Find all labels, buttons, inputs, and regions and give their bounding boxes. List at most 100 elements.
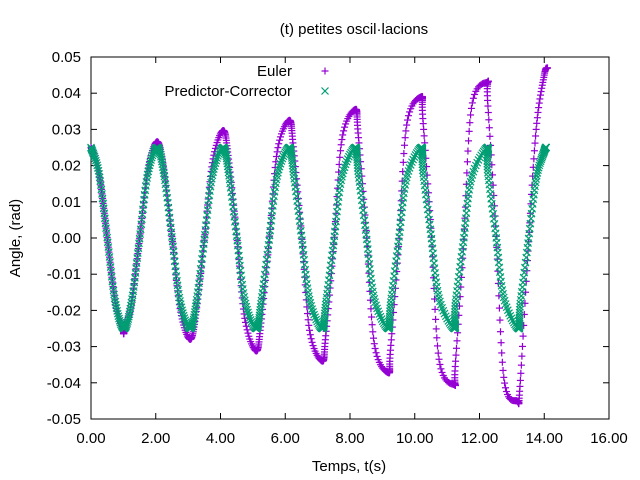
data-point xyxy=(273,148,281,156)
data-point xyxy=(243,326,251,334)
data-point xyxy=(276,159,285,168)
data-point xyxy=(176,300,185,309)
data-point xyxy=(531,139,539,147)
data-point xyxy=(543,64,551,72)
data-point xyxy=(532,132,540,140)
data-point xyxy=(368,313,376,321)
data-point xyxy=(368,321,376,329)
x-tick-label: 0.00 xyxy=(76,430,105,447)
data-point xyxy=(178,309,187,317)
data-point xyxy=(501,379,509,387)
data-point xyxy=(466,119,474,127)
x-tick-label: 10.00 xyxy=(396,430,434,447)
data-point xyxy=(497,328,505,336)
data-point xyxy=(467,111,475,119)
x-tick-label: 2.00 xyxy=(141,430,170,447)
data-point xyxy=(399,158,407,166)
data-point xyxy=(418,166,427,175)
data-point xyxy=(337,141,345,149)
y-tick-label: -0.05 xyxy=(47,411,81,428)
data-point xyxy=(94,166,103,175)
data-point xyxy=(91,156,100,165)
data-point xyxy=(289,164,297,173)
data-point xyxy=(519,332,527,340)
data-point xyxy=(305,321,313,329)
data-point xyxy=(535,99,543,107)
x-axis-ticks: 0.00 2.00 4.00 6.00 8.00 10.00 12.00 14.00 16.00 xyxy=(76,57,628,447)
data-point xyxy=(468,99,476,107)
data-point xyxy=(452,344,460,352)
data-point xyxy=(471,90,479,98)
data-point xyxy=(406,108,414,116)
data-point xyxy=(309,307,317,316)
legend-label: Predictor-Corrector xyxy=(164,83,292,100)
data-point xyxy=(386,304,395,313)
y-tick-label: 0.04 xyxy=(52,85,81,102)
data-point xyxy=(485,124,493,132)
data-point xyxy=(501,384,509,392)
y-tick-label: -0.03 xyxy=(47,339,81,356)
data-point xyxy=(410,153,419,162)
data-point xyxy=(405,112,413,120)
data-point xyxy=(216,132,224,140)
data-point xyxy=(188,322,196,331)
data-point xyxy=(463,158,471,166)
data-point xyxy=(387,336,395,344)
data-point xyxy=(275,140,283,148)
data-point xyxy=(530,147,538,155)
data-point xyxy=(306,331,314,339)
data-point xyxy=(495,304,503,312)
data-point xyxy=(144,167,153,176)
data-point xyxy=(484,102,492,110)
data-point xyxy=(518,352,526,360)
y-tick-label: -0.02 xyxy=(47,302,81,319)
data-point xyxy=(485,116,493,124)
data-point xyxy=(114,312,123,321)
y-tick-label: 0.03 xyxy=(52,121,81,138)
data-point xyxy=(404,116,412,124)
data-point xyxy=(336,147,344,155)
data-point xyxy=(272,153,280,161)
data-point xyxy=(340,127,348,135)
data-point xyxy=(191,305,200,314)
data-point xyxy=(311,313,320,322)
chart-title: (t) petites oscil·lacions xyxy=(280,21,428,38)
data-point xyxy=(507,314,516,323)
data-point xyxy=(530,155,538,163)
data-point xyxy=(438,368,446,376)
x-axis-label: Temps, t(s) xyxy=(312,458,386,475)
data-point xyxy=(277,133,285,141)
data-point xyxy=(535,104,543,112)
data-point xyxy=(248,342,256,350)
data-point xyxy=(211,159,220,168)
data-point xyxy=(277,157,286,166)
data-point xyxy=(191,302,200,311)
data-point xyxy=(400,141,408,149)
data-point xyxy=(452,351,460,359)
x-tick-label: 4.00 xyxy=(206,430,235,447)
data-point xyxy=(339,131,347,139)
x-tick-label: 12.00 xyxy=(461,430,499,447)
data-point xyxy=(279,152,288,161)
data-point xyxy=(465,127,473,135)
data-point xyxy=(441,312,450,321)
data-point xyxy=(147,156,155,164)
data-point xyxy=(303,310,311,318)
data-point xyxy=(276,136,284,144)
data-point xyxy=(159,166,168,174)
data-point xyxy=(342,157,351,166)
data-point xyxy=(515,305,524,314)
data-point xyxy=(420,132,428,140)
data-point xyxy=(310,310,319,319)
data-point xyxy=(431,305,439,313)
data-point xyxy=(372,349,380,357)
data-point xyxy=(244,308,252,317)
data-point xyxy=(409,155,418,164)
data-point xyxy=(534,163,543,172)
series-layer xyxy=(87,64,551,408)
data-point xyxy=(369,328,377,336)
legend-marker xyxy=(321,67,329,75)
data-point xyxy=(536,95,544,103)
data-point xyxy=(375,310,384,319)
